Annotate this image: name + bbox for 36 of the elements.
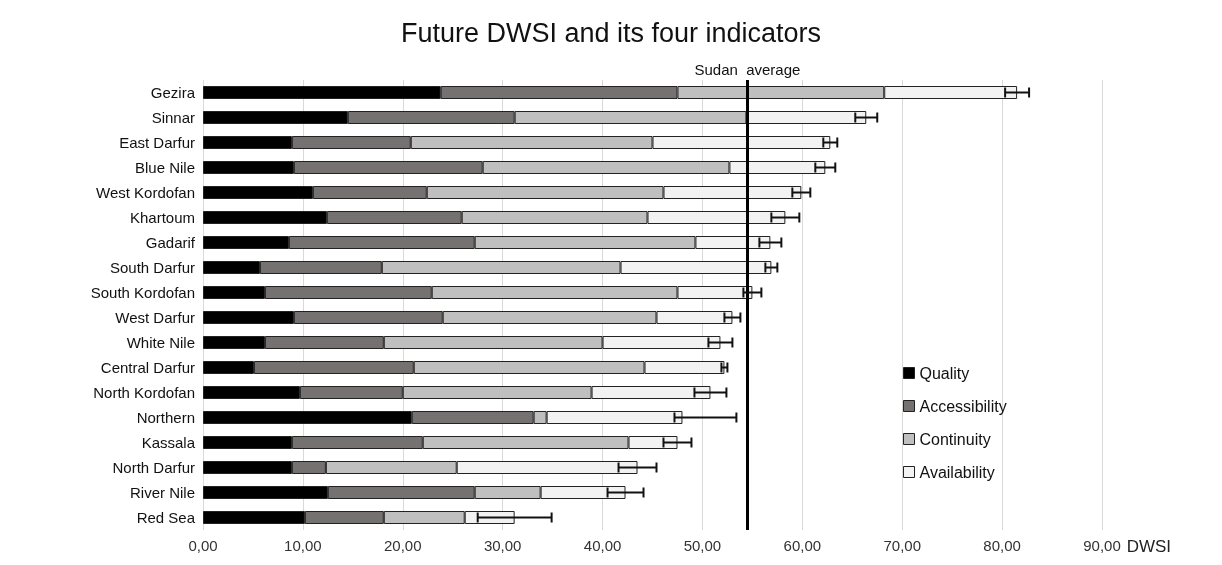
- y-tick-label: Sinnar: [151, 109, 195, 126]
- x-tick-label: 70,00: [883, 537, 921, 554]
- chart-title: Future DWSI and its four indicators: [400, 17, 822, 48]
- x-tick-label: 30,00: [483, 537, 522, 554]
- legend-label: Availability: [919, 463, 995, 481]
- x-tick-label: 0,00: [188, 537, 218, 554]
- x-tick-label: 20,00: [384, 537, 422, 554]
- y-tick-label: South Darfur: [109, 259, 195, 276]
- y-tick-label: White Nile: [126, 334, 195, 351]
- legend-label: Continuity: [919, 430, 991, 448]
- y-tick-label: Red Sea: [136, 509, 196, 526]
- y-tick-label: Kassala: [141, 434, 196, 451]
- y-tick-label: West Kordofan: [96, 184, 195, 201]
- ref-line-label: Sudan average: [694, 61, 801, 78]
- y-tick-label: Gadarif: [145, 234, 196, 251]
- y-tick-label: Khartoum: [129, 209, 195, 226]
- x-axis-title: DWSI: [1126, 537, 1172, 556]
- y-tick-label: North Kordofan: [93, 384, 195, 401]
- y-tick-label: East Darfur: [119, 134, 195, 151]
- x-tick-label: 90,00: [1083, 537, 1121, 554]
- y-tick-label: West Darfur: [115, 309, 195, 326]
- x-tick-label: 50,00: [683, 537, 722, 554]
- y-tick-label: Northern: [136, 409, 195, 426]
- y-tick-label: Central Darfur: [100, 359, 195, 376]
- x-tick-label: 10,00: [284, 537, 322, 554]
- bar: [746, 111, 867, 124]
- x-tick-label: 60,00: [783, 537, 822, 554]
- y-tick-label: South Kordofan: [90, 284, 195, 301]
- legend-label: Accessibility: [919, 397, 1007, 415]
- x-tick-label: 40,00: [583, 537, 622, 554]
- y-tick-label: Blue Nile: [134, 159, 195, 176]
- legend-label: Quality: [919, 364, 970, 382]
- y-tick-label: North Darfur: [112, 459, 195, 476]
- y-tick-label: Gezira: [150, 84, 196, 101]
- y-tick-label: River Nile: [129, 484, 195, 501]
- x-tick-label: 80,00: [983, 537, 1021, 554]
